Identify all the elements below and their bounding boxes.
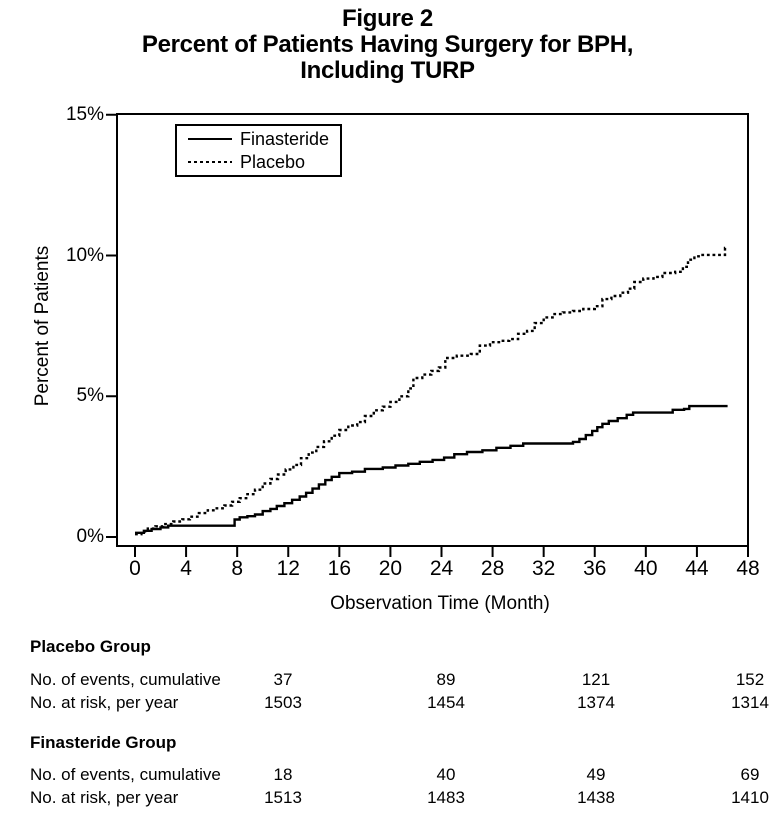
x-tick-label: 0 bbox=[129, 557, 141, 580]
x-tick-label: 48 bbox=[736, 557, 760, 580]
figure-title: Figure 2 Percent of Patients Having Surg… bbox=[0, 6, 775, 84]
x-tick-label: 12 bbox=[276, 557, 300, 580]
legend-label: Placebo bbox=[240, 152, 306, 172]
x-tick-label: 32 bbox=[531, 557, 556, 580]
risk-table-row-label: No. of events, cumulative bbox=[30, 670, 221, 689]
x-tick-label: 36 bbox=[583, 557, 607, 580]
figure-label: Figure 2 bbox=[342, 5, 433, 32]
y-tick-label: 5% bbox=[76, 385, 104, 407]
risk-table-value: 18 bbox=[273, 765, 293, 784]
risk-table-value: 49 bbox=[586, 765, 606, 784]
y-tick-label: 0% bbox=[76, 526, 104, 547]
legend: Finasteride Placebo bbox=[175, 124, 342, 177]
risk-table-row-label: No. at risk, per year bbox=[30, 693, 179, 712]
x-tick-label: 28 bbox=[480, 557, 505, 580]
x-tick-label: 8 bbox=[231, 557, 243, 580]
risk-table-group-header: Finasteride Group bbox=[30, 733, 177, 752]
y-tick-label: 10% bbox=[65, 244, 104, 266]
x-axis-title: Observation Time (Month) bbox=[330, 593, 550, 614]
dotted-line-swatch bbox=[188, 161, 232, 163]
x-tick-label: 20 bbox=[378, 557, 403, 580]
risk-table-value: 1438 bbox=[577, 788, 615, 807]
risk-table-value: 1374 bbox=[577, 693, 615, 712]
risk-table-value: 1314 bbox=[731, 693, 769, 712]
solid-line-swatch bbox=[188, 138, 232, 140]
figure-title-line-2: Including TURP bbox=[300, 57, 475, 84]
figure-title-line-1: Percent of Patients Having Surgery for B… bbox=[141, 31, 634, 58]
y-axis-title: Percent of Patients bbox=[32, 245, 53, 407]
finasteride-curve bbox=[135, 404, 728, 534]
risk-table-value: 1454 bbox=[427, 693, 465, 712]
x-tick-label: 44 bbox=[685, 557, 709, 580]
placebo-curve bbox=[135, 246, 727, 536]
risk-table-value: 152 bbox=[735, 670, 765, 689]
risk-table-value: 37 bbox=[273, 670, 293, 689]
survival-chart bbox=[106, 113, 749, 557]
risk-table-group-header: Placebo Group bbox=[30, 637, 151, 656]
risk-table-value: 89 bbox=[436, 670, 456, 689]
risk-table-row-label: No. at risk, per year bbox=[30, 788, 179, 807]
legend-item-finasteride: Finasteride bbox=[188, 129, 340, 149]
legend-label: Finasteride bbox=[240, 129, 330, 149]
risk-table-value: 1410 bbox=[731, 788, 769, 807]
legend-item-placebo: Placebo bbox=[188, 152, 340, 172]
x-tick-label: 24 bbox=[429, 557, 454, 580]
x-tick-label: 40 bbox=[634, 557, 658, 580]
x-tick-label: 16 bbox=[327, 557, 351, 580]
risk-table-value: 69 bbox=[740, 765, 760, 784]
risk-table-value: 1483 bbox=[427, 788, 465, 807]
risk-table-value: 1513 bbox=[264, 788, 302, 807]
y-tick-label: 15% bbox=[65, 103, 104, 125]
risk-table-row-label: No. of events, cumulative bbox=[30, 765, 221, 784]
x-tick-label: 4 bbox=[180, 557, 192, 580]
risk-table-value: 1503 bbox=[264, 693, 302, 712]
risk-table-value: 121 bbox=[581, 670, 611, 689]
plot-border bbox=[116, 113, 749, 547]
risk-table-value: 40 bbox=[436, 765, 456, 784]
